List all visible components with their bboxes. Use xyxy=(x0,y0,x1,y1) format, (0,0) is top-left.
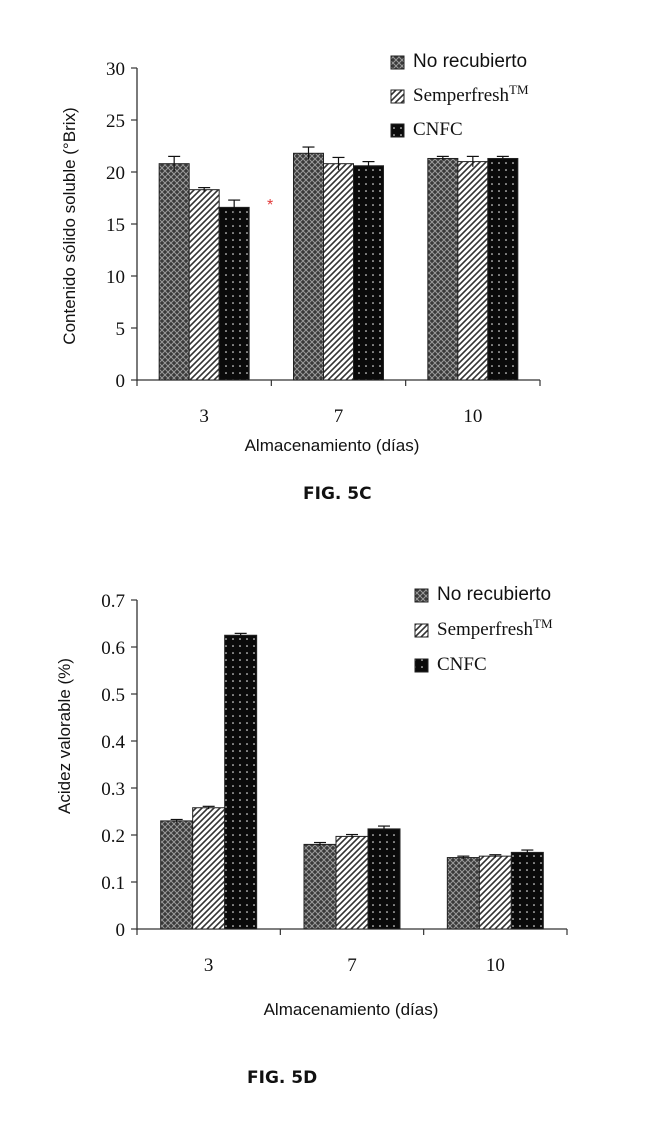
legend-superscript: TM xyxy=(533,616,553,631)
x-tick-label: 7 xyxy=(334,406,344,427)
bar xyxy=(510,851,544,930)
legend-label: SemperfreshTM xyxy=(437,616,553,641)
y-axis-title: Acidez valorable (%) xyxy=(55,658,74,814)
bar xyxy=(478,855,512,930)
y-tick-label: 0 xyxy=(116,920,126,941)
bar xyxy=(487,157,519,381)
x-tick-label: 7 xyxy=(347,955,357,976)
y-tick-label: 0 xyxy=(116,371,126,392)
legend-swatch xyxy=(390,55,405,70)
legend-label: CNFC xyxy=(413,119,463,140)
legend-label: No recubierto xyxy=(437,584,551,605)
bar xyxy=(192,807,226,930)
x-tick-label: 3 xyxy=(204,955,214,976)
legend-swatch xyxy=(390,123,405,138)
y-tick-label: 0.3 xyxy=(101,779,125,800)
bar xyxy=(457,161,489,381)
bar xyxy=(353,165,384,381)
bar xyxy=(188,189,220,381)
bar xyxy=(218,206,250,381)
y-tick-label: 0.6 xyxy=(101,638,125,659)
bar xyxy=(323,163,354,381)
y-tick-label: 5 xyxy=(116,319,126,340)
y-tick-label: 0.4 xyxy=(101,732,125,753)
bar xyxy=(160,820,194,930)
y-tick-label: 30 xyxy=(106,59,125,80)
bar xyxy=(367,828,401,930)
bar xyxy=(158,163,190,381)
figure-label-5c: FIG. 5C xyxy=(303,484,372,504)
y-tick-label: 0.5 xyxy=(101,685,125,706)
y-tick-label: 25 xyxy=(106,111,125,132)
y-tick-label: 0.1 xyxy=(101,873,125,894)
y-tick-label: 0.7 xyxy=(101,591,125,612)
legend-swatch xyxy=(414,623,429,638)
significance-asterisk: * xyxy=(267,197,273,214)
figure-label-5d: FIG. 5D xyxy=(247,1068,318,1088)
y-tick-label: 15 xyxy=(106,215,125,236)
legend-label: CNFC xyxy=(437,654,487,675)
bar xyxy=(303,843,337,930)
y-axis-title: Contenido sólido soluble (°Brix) xyxy=(60,107,79,344)
bar xyxy=(427,157,459,381)
legend-swatch xyxy=(414,658,429,673)
y-tick-label: 10 xyxy=(106,267,125,288)
legend-label: SemperfreshTM xyxy=(413,82,529,107)
y-tick-label: 0.2 xyxy=(101,826,125,847)
x-tick-label: 10 xyxy=(463,406,482,427)
bar xyxy=(224,634,258,930)
chart-5d: 0 0.1 0.2 0.3 0.4 0.5 0.6 0.7 3 7 10 No recubierto… xyxy=(55,584,568,1019)
legend-swatch xyxy=(414,588,429,603)
legend-label: No recubierto xyxy=(413,51,527,72)
x-tick-label: 3 xyxy=(199,406,209,427)
bar xyxy=(335,835,369,930)
x-axis-title: Almacenamiento (días) xyxy=(245,436,420,455)
y-tick-label: 20 xyxy=(106,163,125,184)
legend-swatch xyxy=(390,89,405,104)
bar xyxy=(293,152,324,381)
legend-superscript: TM xyxy=(509,82,529,97)
chart-5c: 0 5 10 15 20 25 30 3 7 10 No recubierto Semperfres… xyxy=(60,51,541,455)
bar xyxy=(446,857,480,930)
x-tick-label: 10 xyxy=(486,955,505,976)
x-axis-title: Almacenamiento (días) xyxy=(264,1000,439,1019)
